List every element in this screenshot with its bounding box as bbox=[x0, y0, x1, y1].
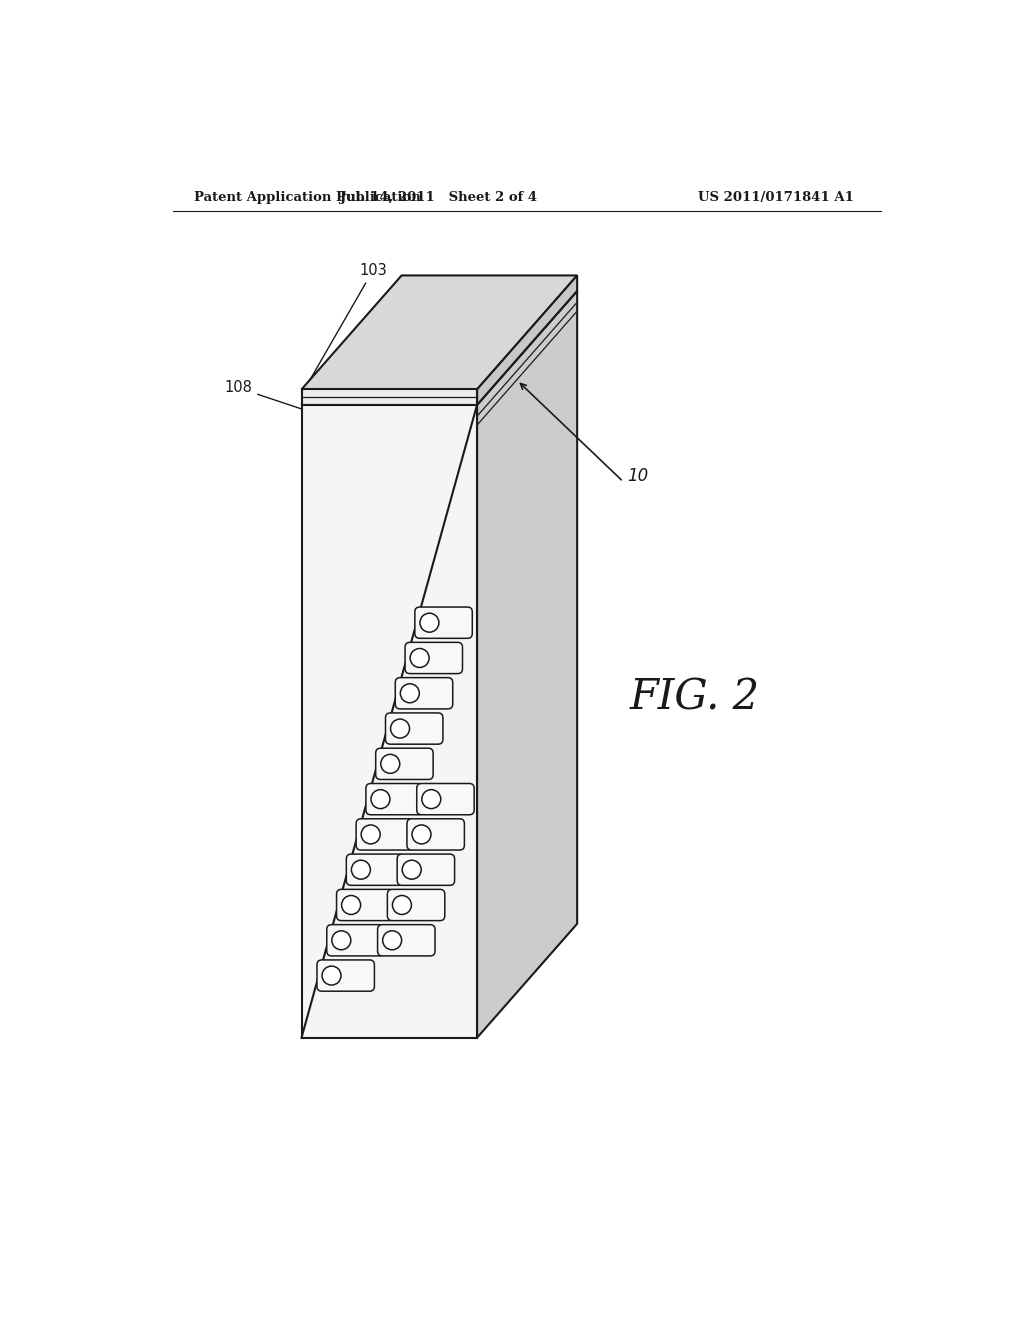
Circle shape bbox=[400, 684, 419, 702]
Circle shape bbox=[332, 931, 351, 950]
FancyBboxPatch shape bbox=[378, 924, 435, 956]
Circle shape bbox=[351, 861, 371, 879]
Circle shape bbox=[411, 648, 429, 668]
Text: 102: 102 bbox=[359, 293, 529, 338]
FancyBboxPatch shape bbox=[397, 854, 455, 886]
FancyBboxPatch shape bbox=[407, 818, 465, 850]
Circle shape bbox=[392, 895, 412, 915]
Polygon shape bbox=[301, 405, 477, 1038]
Text: 10: 10 bbox=[628, 467, 648, 484]
Circle shape bbox=[383, 931, 401, 950]
Text: US 2011/0171841 A1: US 2011/0171841 A1 bbox=[698, 191, 854, 203]
FancyBboxPatch shape bbox=[387, 890, 444, 920]
FancyBboxPatch shape bbox=[406, 643, 463, 673]
FancyBboxPatch shape bbox=[366, 784, 423, 814]
Circle shape bbox=[381, 754, 399, 774]
Text: Patent Application Publication: Patent Application Publication bbox=[194, 191, 421, 203]
Polygon shape bbox=[477, 290, 578, 1038]
Circle shape bbox=[371, 789, 390, 809]
Circle shape bbox=[322, 966, 341, 985]
Text: 108: 108 bbox=[224, 380, 305, 411]
Circle shape bbox=[412, 825, 431, 843]
FancyBboxPatch shape bbox=[356, 818, 414, 850]
Circle shape bbox=[422, 789, 440, 809]
Circle shape bbox=[390, 719, 410, 738]
FancyBboxPatch shape bbox=[327, 924, 384, 956]
Text: FIG. 2: FIG. 2 bbox=[630, 676, 760, 718]
FancyBboxPatch shape bbox=[346, 854, 403, 886]
FancyBboxPatch shape bbox=[415, 607, 472, 639]
FancyBboxPatch shape bbox=[385, 713, 443, 744]
FancyBboxPatch shape bbox=[395, 677, 453, 709]
FancyBboxPatch shape bbox=[317, 960, 375, 991]
Circle shape bbox=[420, 614, 439, 632]
Polygon shape bbox=[301, 276, 578, 389]
FancyBboxPatch shape bbox=[337, 890, 394, 920]
Circle shape bbox=[361, 825, 380, 843]
Polygon shape bbox=[301, 389, 477, 405]
Polygon shape bbox=[301, 290, 578, 405]
FancyBboxPatch shape bbox=[376, 748, 433, 780]
Circle shape bbox=[402, 861, 421, 879]
Circle shape bbox=[342, 895, 360, 915]
Polygon shape bbox=[477, 276, 578, 405]
Text: Jul. 14, 2011   Sheet 2 of 4: Jul. 14, 2011 Sheet 2 of 4 bbox=[340, 191, 538, 203]
Text: 103: 103 bbox=[307, 263, 387, 385]
FancyBboxPatch shape bbox=[417, 784, 474, 814]
